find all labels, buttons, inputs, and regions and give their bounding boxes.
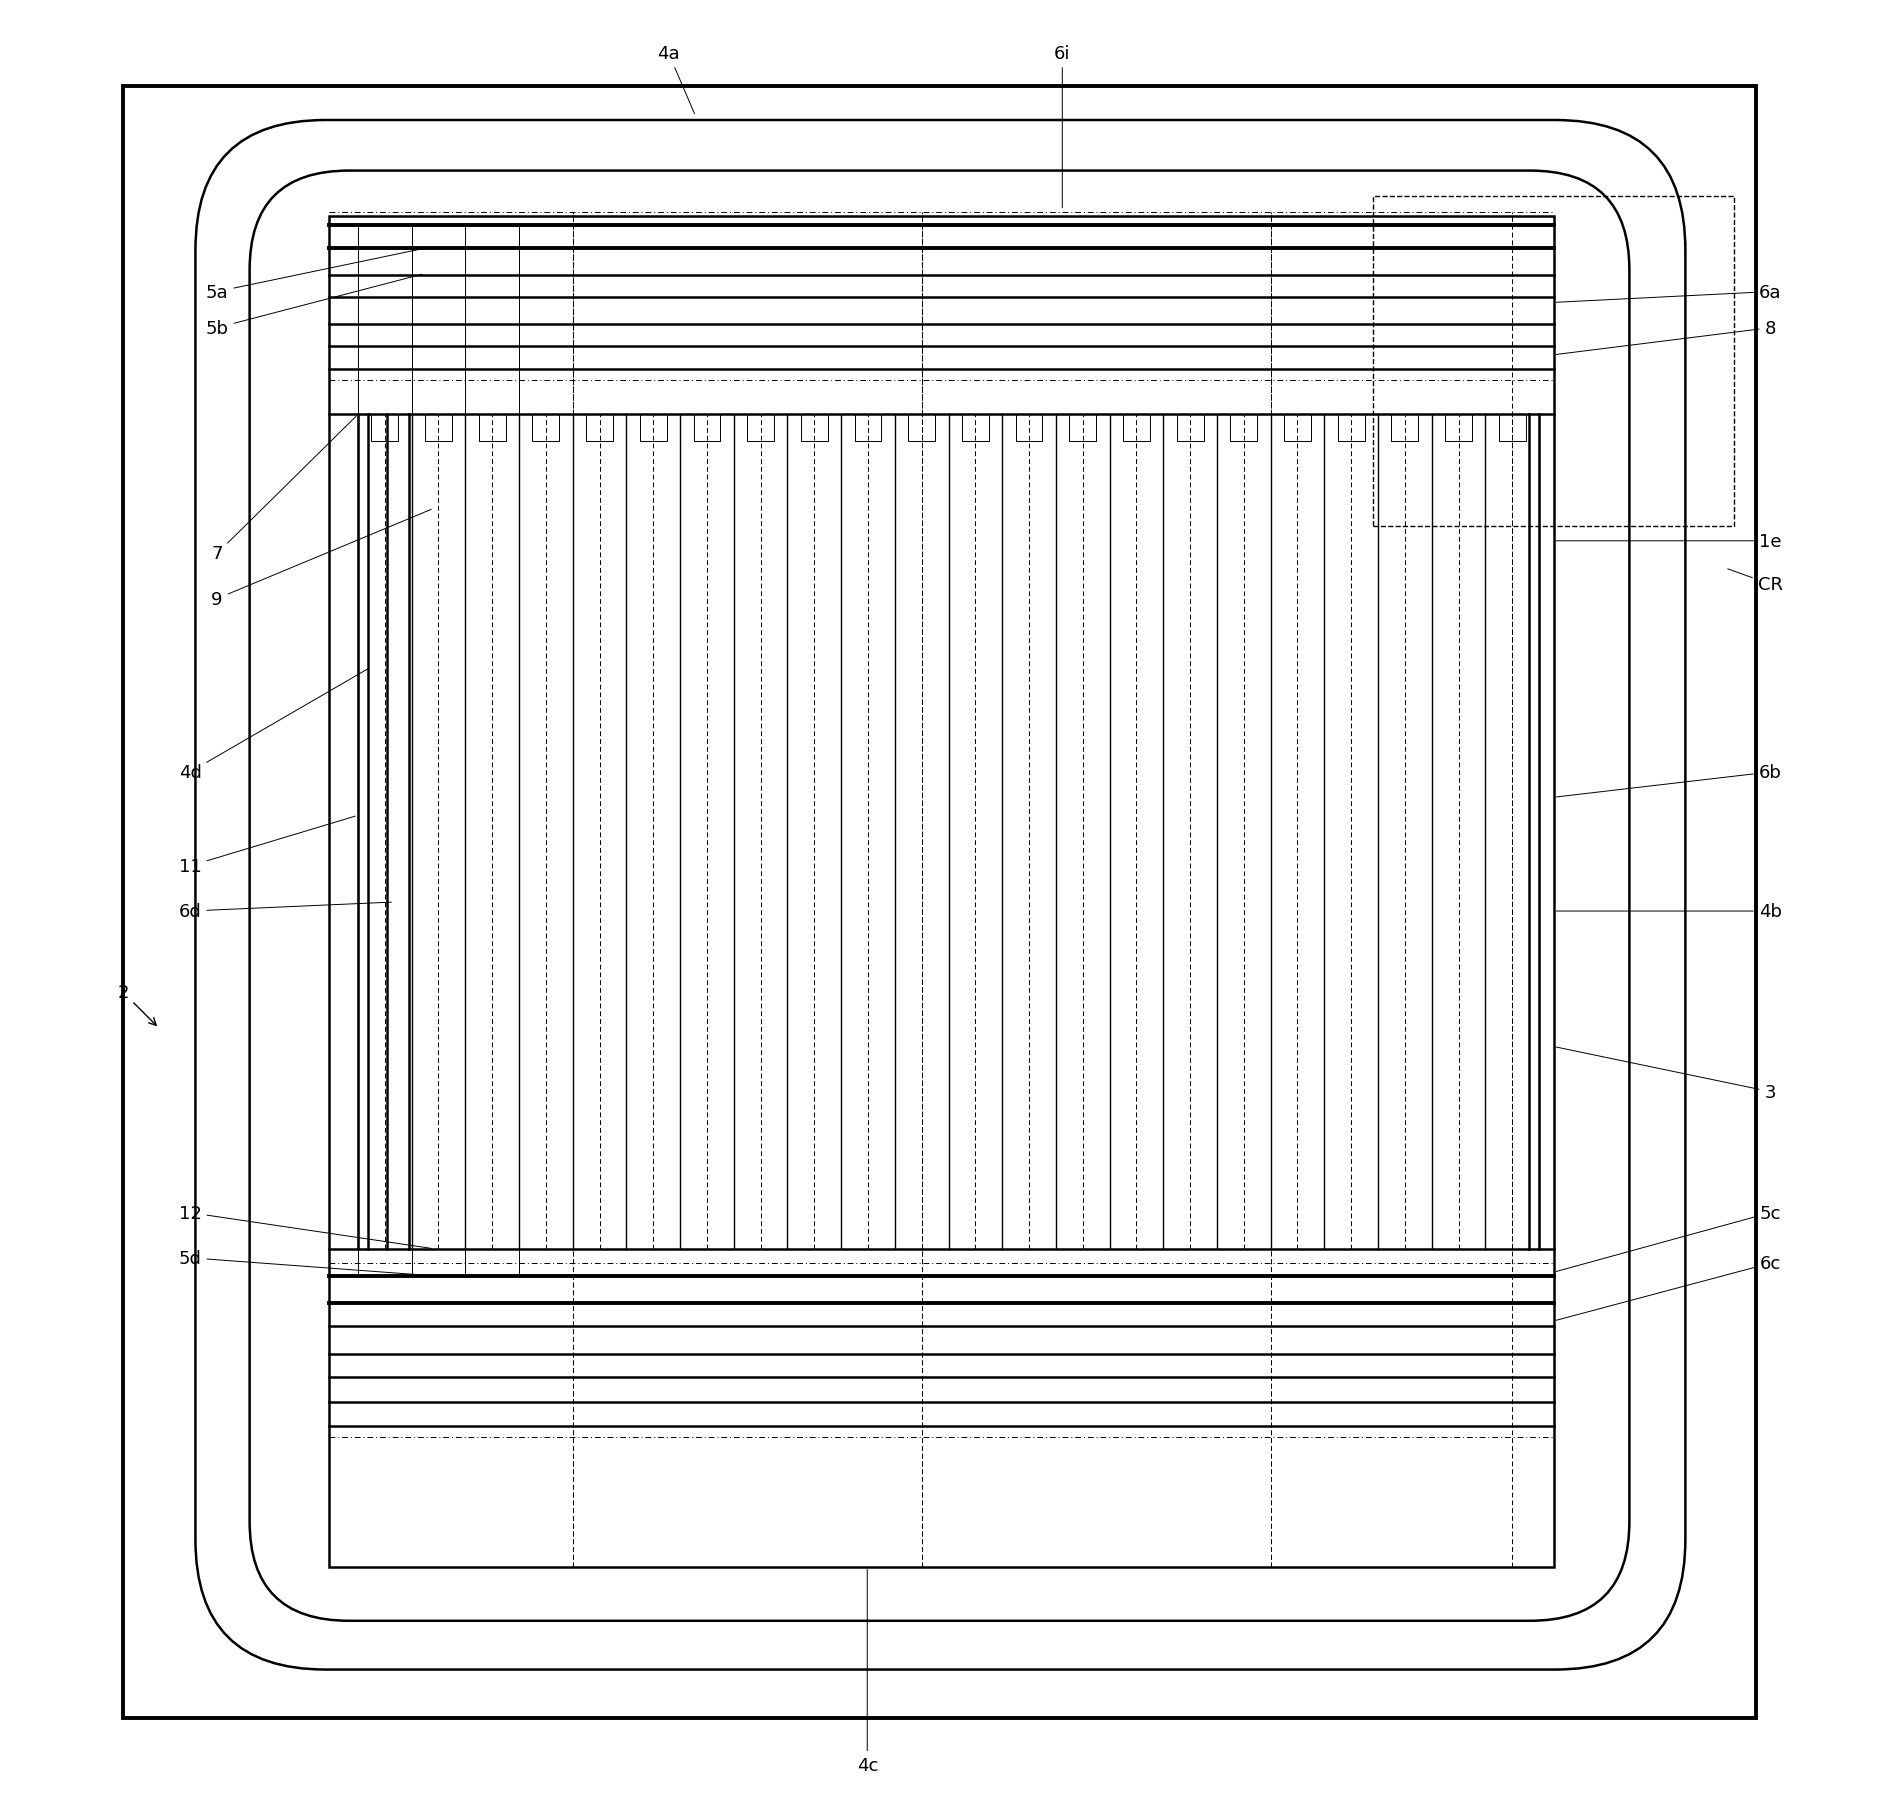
Bar [962,415,988,442]
Text: 1e: 1e [1556,532,1781,551]
Text: 5a: 5a [207,249,423,301]
Bar [1392,415,1419,442]
Text: 6i: 6i [1054,45,1071,208]
Bar [425,415,453,442]
Bar [800,415,829,442]
Text: 4d: 4d [179,670,368,782]
Text: 5c: 5c [1556,1204,1781,1273]
Text: 6b: 6b [1556,764,1781,798]
Bar [329,217,1554,1567]
Bar [855,415,881,442]
Bar [1231,415,1257,442]
Bar [1283,415,1312,442]
Text: 12: 12 [179,1204,430,1249]
Text: 9: 9 [210,511,432,608]
Text: 11: 11 [179,816,355,875]
Text: 7: 7 [210,417,355,563]
Text: 5d: 5d [179,1249,430,1276]
Bar [1124,415,1150,442]
Bar [532,415,560,442]
Text: 5b: 5b [205,274,423,338]
Bar [1017,415,1043,442]
Text: CR: CR [1727,570,1783,594]
Bar [641,415,667,442]
Bar [1445,415,1471,442]
Bar [1499,415,1526,442]
Bar [908,415,936,442]
Bar [479,415,505,442]
Bar [372,415,398,442]
Text: 6d: 6d [179,902,391,921]
Bar [693,415,720,442]
Text: 2: 2 [118,984,156,1025]
Bar [748,415,774,442]
Text: 4c: 4c [857,1570,877,1774]
Bar [1176,415,1204,442]
Bar [1338,415,1364,442]
Text: 4a: 4a [658,45,695,116]
Bar [1374,197,1734,527]
Text: 6c: 6c [1556,1254,1781,1321]
Bar [586,415,613,442]
Text: 3: 3 [1556,1047,1776,1101]
Text: 6a: 6a [1556,283,1781,303]
Bar [1069,415,1095,442]
Text: 8: 8 [1556,319,1776,356]
Text: 4b: 4b [1556,902,1781,921]
